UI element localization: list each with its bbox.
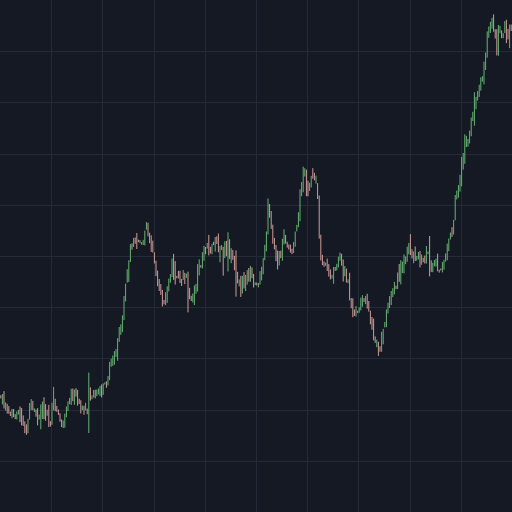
candles [0, 14, 512, 435]
